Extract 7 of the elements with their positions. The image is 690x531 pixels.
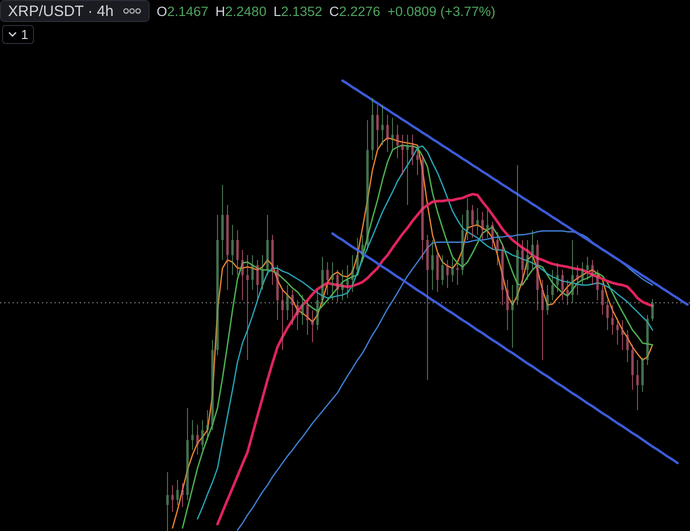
- chart-title: XRP/USDT · 4h: [8, 3, 114, 20]
- text: O2.1467: [156, 4, 208, 19]
- text: C2.2276: [329, 4, 380, 19]
- text: +0.0809 (+3.77%): [387, 4, 496, 19]
- text: 1: [21, 27, 28, 42]
- text: L2.1352: [273, 4, 322, 19]
- text: H2.2480: [215, 4, 266, 19]
